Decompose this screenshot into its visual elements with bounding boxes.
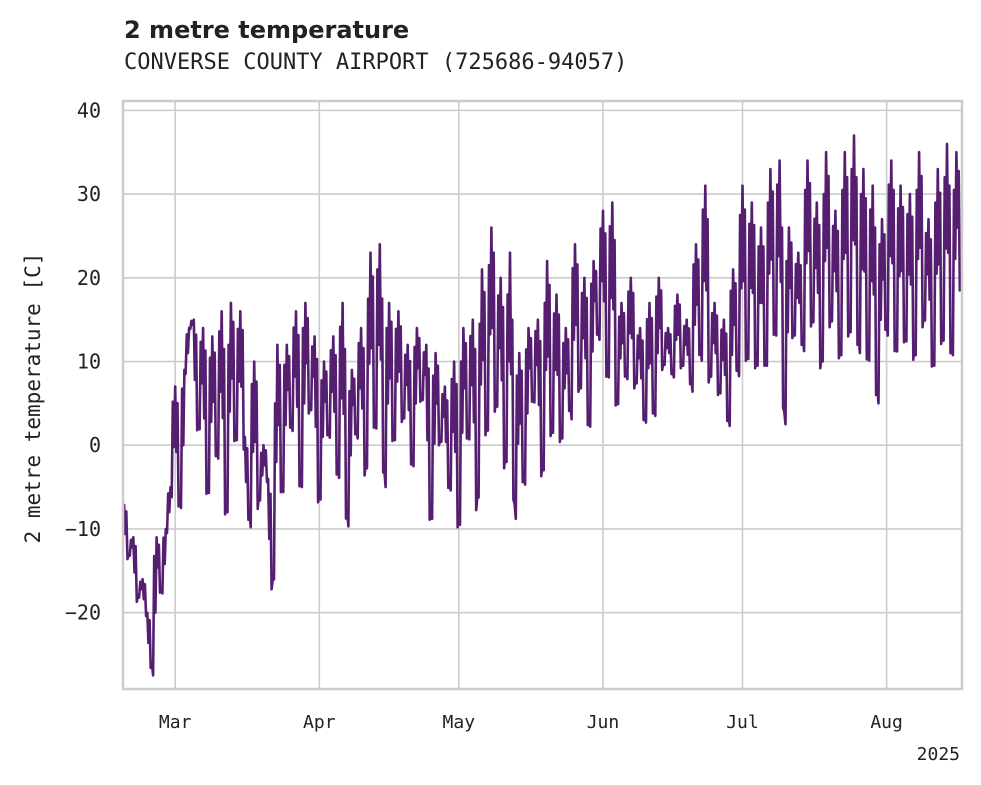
x-tick-label: Apr (303, 712, 336, 733)
x-year-label: 2025 (917, 744, 960, 765)
y-tick-label: −20 (65, 601, 101, 625)
chart-title: 2 metre temperature (124, 16, 410, 44)
y-tick-label: 40 (77, 98, 101, 122)
x-tick-label: May (443, 712, 476, 733)
chart-subtitle: CONVERSE COUNTY AIRPORT (725686-94057) (124, 50, 628, 75)
x-tick-label: Jun (587, 712, 620, 733)
y-tick-label: 10 (77, 350, 101, 374)
plot-frame (121, 99, 964, 691)
x-tick-label: Aug (870, 712, 903, 733)
x-tick-label: Mar (159, 712, 192, 733)
x-tick-label: Jul (726, 712, 759, 733)
y-tick-label: 20 (77, 266, 101, 290)
y-tick-label: 0 (89, 433, 101, 457)
y-tick-label: −10 (65, 517, 101, 541)
y-axis: −20 −10 0 10 20 30 40 (65, 98, 101, 624)
y-axis-label: 2 metre temperature [C] (21, 253, 45, 544)
grid (124, 102, 961, 688)
x-axis: Mar Apr May Jun Jul Aug (159, 712, 903, 733)
series-line (122, 134, 963, 677)
y-tick-label: 30 (77, 182, 101, 206)
